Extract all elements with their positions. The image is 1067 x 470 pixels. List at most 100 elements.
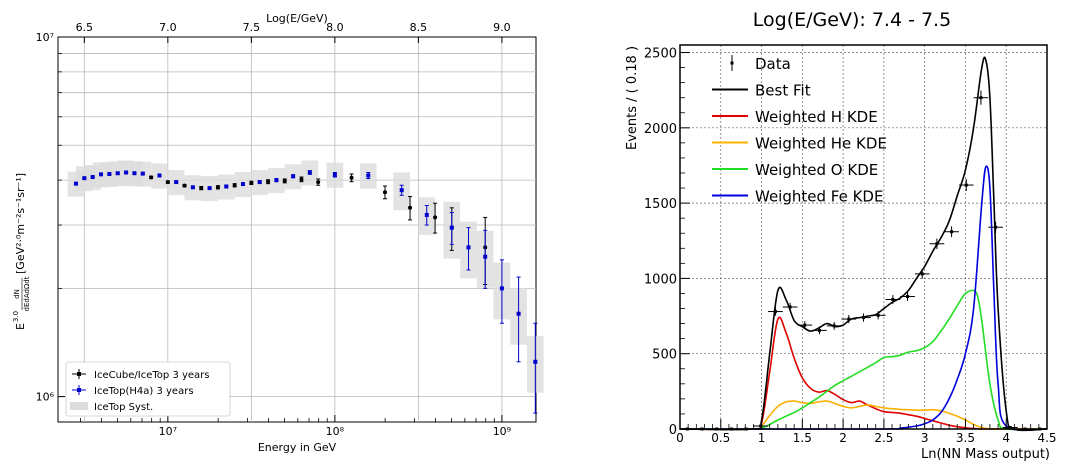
left-point-icetop (241, 182, 246, 187)
data-point (847, 317, 851, 321)
right-x-tick-label: 0.5 (711, 431, 730, 445)
left-y-tick-label: 10⁷ (36, 31, 54, 44)
right-curves (679, 56, 1048, 432)
left-point-icecube (149, 175, 154, 180)
left-point-icecube (266, 179, 271, 184)
legend-icetop-syst: IceTop Syst. (94, 402, 153, 413)
data-point (891, 297, 895, 301)
right-y-tick-label: 1500 (644, 197, 677, 212)
right-title: Log(E/GeV): 7.4 - 7.5 (753, 9, 951, 31)
legend-data-point (730, 61, 734, 65)
right-x-tick-label: 3 (921, 431, 929, 445)
left-x-label: Energy in GeV (258, 441, 337, 454)
left-point-icecube (316, 180, 321, 185)
mass-fit-chart: Log(E/GeV): 7.4 - 7.5 0 0.5 1 1.5 2 2.5 3 3.5 4 4… (625, 9, 1057, 462)
left-point-icetop (124, 170, 129, 175)
data-point (773, 310, 777, 314)
left-x-tick-label: 10⁹ (493, 425, 511, 438)
legend-label: Best Fit (755, 82, 811, 100)
curve-weighted-fe-kde (679, 165, 1048, 431)
right-y-tick-label: 2000 (644, 122, 677, 137)
left-point-icetop (466, 245, 471, 250)
curve-weighted-o-kde (679, 289, 1048, 431)
right-axes: 0 0.5 1 1.5 2 2.5 3 3.5 4 4.5 0 500 1000 1500 2000 2500 (644, 47, 1057, 445)
left-x2-tick-label: 7.5 (243, 21, 261, 34)
left-point-icetop (533, 359, 538, 364)
left-point-icetop (483, 254, 488, 259)
left-x-tick-label: 10⁸ (326, 425, 345, 438)
left-y-label: E 3.0 dN dEdAdΩdt [GeV²·⁰m⁻²s⁻¹sr⁻¹] (12, 173, 31, 330)
data-point (862, 316, 865, 320)
legend-icecube: IceCube/IceTop 3 years (94, 370, 210, 381)
data-point (759, 424, 763, 428)
left-point-icecube (433, 215, 438, 220)
left-plot-area (57, 36, 537, 423)
left-point-icecube (165, 180, 170, 185)
data-point (964, 183, 968, 187)
left-y-label-frac-den: dEdAdΩdt (23, 276, 31, 311)
right-y-tick-label: 1000 (644, 272, 677, 287)
left-point-icecube (282, 178, 287, 183)
legend-label: Weighted H KDE (755, 108, 878, 126)
right-x-tick-label: 2.5 (874, 431, 893, 445)
left-point-icetop (157, 173, 162, 178)
left-point-icetop (90, 175, 95, 180)
left-point-icetop (516, 311, 521, 316)
left-point-icetop (99, 172, 104, 177)
right-x-tick-label: 4 (1002, 431, 1010, 445)
legend-data: Data (755, 55, 791, 73)
curve-best-fit (679, 56, 1048, 432)
data-point (920, 272, 924, 276)
left-point-icetop (174, 180, 179, 185)
right-x-tick-label: 4.5 (1037, 431, 1056, 445)
left-point-icecube (199, 186, 204, 191)
right-y-tick-label: 500 (652, 348, 677, 363)
left-x2-tick-label: 8.0 (326, 21, 344, 34)
legend-label: Weighted Fe KDE (755, 188, 883, 206)
left-point-icecube (232, 183, 237, 188)
legend-label: Weighted O KDE (755, 161, 878, 179)
left-legend: IceCube/IceTop 3 years IceTop(H4a) 3 yea… (65, 361, 231, 417)
left-y-label-frac-num: dN (13, 289, 21, 299)
right-x-tick-label: 2 (839, 431, 847, 445)
right-legend: Data Best Fit Weighted H KDE Weighted He KD… (712, 55, 887, 206)
right-x-tick-label: 1 (758, 431, 766, 445)
data-point (935, 242, 939, 246)
curve-weighted-h-kde (679, 316, 1047, 431)
left-data-points (73, 170, 538, 414)
left-y-label-units: [GeV²·⁰m⁻²s⁻¹sr⁻¹] (14, 173, 27, 274)
left-y-label-main: E (14, 323, 27, 330)
data-point (788, 305, 792, 309)
left-point-icetop (424, 212, 429, 217)
left-point-icetop (132, 171, 137, 176)
curve-weighted-he-kde (679, 400, 1047, 431)
left-point-icetop (332, 172, 337, 177)
data-point (906, 294, 910, 298)
right-x-tick-label: 1.5 (793, 431, 812, 445)
right-plot-area (679, 44, 1048, 430)
left-point-icetop (274, 178, 279, 183)
left-y-label-sup: 3.0 (12, 311, 20, 322)
right-y-tick-label: 2500 (644, 47, 677, 62)
left-point-icetop (399, 188, 404, 193)
data-point (979, 96, 983, 100)
data-point (1008, 425, 1012, 429)
right-x-label: Ln(NN Mass output) (921, 447, 1050, 462)
left-y-tick-label: 10⁶ (36, 391, 55, 404)
left-point-icetop (73, 181, 78, 186)
left-point-icetop (366, 173, 371, 178)
left-point-icecube (215, 185, 220, 190)
right-y-label: Events / ( 0.18 ) (625, 46, 640, 150)
right-x-tick-label: 3.5 (956, 431, 975, 445)
right-y-tick-label: 0 (669, 423, 677, 438)
spectrum-chart: Log(E/GeV) Energy in GeV E 3.0 dN dEdAdΩ… (12, 12, 544, 454)
left-point-icecube (182, 183, 187, 188)
left-syst-band (67, 160, 544, 393)
data-point (803, 323, 807, 327)
left-point-icetop (115, 171, 120, 176)
left-point-icecube (349, 175, 354, 180)
data-point (950, 230, 954, 234)
left-x-tick-label: 10⁷ (159, 425, 177, 438)
data-point (832, 324, 836, 328)
